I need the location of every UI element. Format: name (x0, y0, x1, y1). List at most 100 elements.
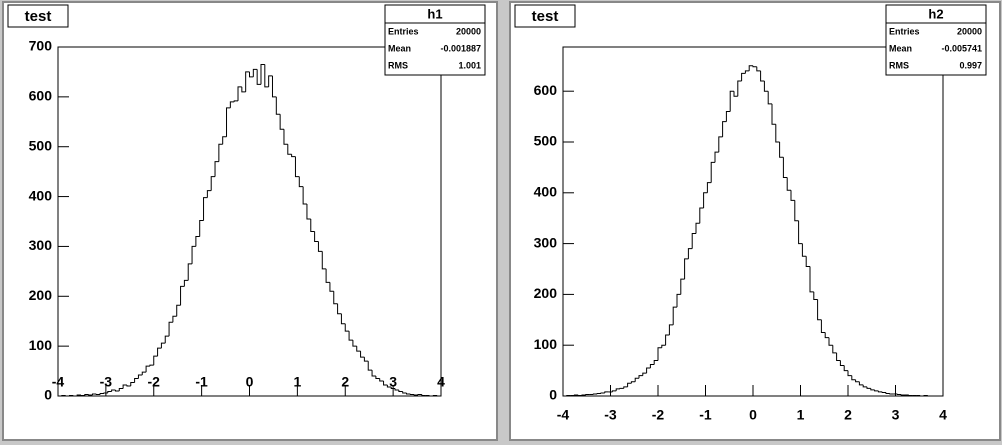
histogram-bin (627, 382, 632, 387)
x-tick-label: -4 (557, 407, 570, 423)
histogram-bin (363, 357, 369, 362)
histogram-bin (176, 304, 181, 317)
histogram-bin (306, 204, 311, 220)
histogram-bin (680, 278, 685, 295)
histogram-bin (203, 197, 208, 221)
x-tick-label: -1 (195, 374, 208, 390)
histogram-bin (168, 321, 173, 337)
histogram-bin (801, 243, 807, 257)
histogram-bin (252, 68, 258, 77)
histogram-bin (329, 282, 334, 292)
x-tick-label: 3 (892, 407, 900, 423)
histogram-bin (832, 345, 837, 354)
histogram-bin (646, 367, 651, 374)
histogram-bin (813, 291, 818, 300)
x-tick-label: 2 (844, 407, 852, 423)
histogram-bin (630, 381, 636, 384)
histogram-bin (592, 393, 598, 395)
histogram-bin (371, 370, 376, 377)
histogram-bin (763, 81, 769, 92)
y-tick-label: 400 (29, 187, 53, 203)
histogram-bin (283, 129, 288, 145)
stats-value: 20000 (957, 26, 982, 36)
stats-label: Mean (889, 43, 912, 53)
histogram-bin (741, 72, 746, 82)
stats-value: 0.997 (959, 60, 982, 70)
pad-title: test (25, 8, 52, 25)
histogram-bin (672, 306, 677, 325)
y-tick-label: 500 (534, 133, 558, 149)
histogram-bin (394, 388, 399, 391)
histogram-bin (245, 71, 250, 92)
histogram-bin (877, 390, 883, 393)
histogram-bin (398, 390, 403, 393)
histogram-bin (839, 360, 845, 367)
histogram-bin (809, 266, 814, 293)
histogram-bin (729, 90, 734, 112)
histogram-bin (577, 394, 582, 396)
histogram-bin (206, 190, 212, 198)
histogram-bin (896, 393, 902, 395)
histogram-bin (379, 378, 384, 382)
histogram-bin (623, 386, 628, 389)
histogram-bin (111, 389, 116, 392)
x-tick-label: 0 (749, 407, 757, 423)
histogram-bin (275, 96, 281, 115)
histogram-bin (325, 268, 330, 283)
histogram-bin (760, 70, 765, 82)
histogram-bin (573, 394, 579, 396)
histogram-bin (615, 388, 620, 391)
histogram-bin (191, 245, 196, 264)
stats-label: RMS (889, 60, 909, 70)
histogram-bin (356, 346, 361, 352)
histogram-bin (824, 332, 829, 339)
histogram-bin (218, 143, 223, 162)
histogram-bin (817, 299, 822, 321)
x-tick-label: -2 (652, 407, 665, 423)
histogram-bin (302, 186, 307, 205)
histogram-bin (786, 177, 791, 191)
histogram-bin (638, 375, 643, 379)
histogram-bin (183, 279, 189, 287)
histogram-bin (855, 379, 860, 383)
histogram-bin (858, 381, 864, 386)
histogram-bin (703, 192, 708, 209)
histogram-bin (691, 232, 696, 249)
histogram-bin (836, 352, 841, 361)
histogram-bin (798, 220, 803, 245)
histogram-bin (927, 395, 932, 397)
histogram-bin (348, 331, 353, 341)
histogram-bin (271, 75, 277, 98)
histogram-bin (676, 293, 681, 308)
histogram-bin (160, 342, 166, 349)
histogram-bin (241, 86, 246, 93)
histogram-bin (782, 157, 788, 179)
y-tick-label: 200 (534, 285, 558, 301)
histogram-bin (710, 161, 715, 183)
histogram-bin (256, 69, 261, 85)
histogram-bin (881, 391, 886, 393)
x-tick-label: 0 (246, 374, 254, 390)
histogram-bin (386, 385, 392, 388)
histogram-bin (771, 103, 776, 125)
stats-value: -0.005741 (941, 43, 982, 53)
histogram-bin (237, 86, 242, 101)
histogram-bin (596, 392, 601, 394)
histogram-bin (851, 375, 856, 381)
histogram-bin (699, 207, 704, 224)
histogram-bin (581, 394, 586, 396)
histogram-bin (260, 63, 265, 85)
x-tick-label: -4 (52, 374, 65, 390)
stats-title: h2 (928, 6, 943, 21)
histogram-bin (310, 219, 315, 232)
stats-label: Mean (388, 43, 411, 53)
y-tick-label: 300 (534, 234, 558, 250)
histogram-bin (141, 371, 147, 376)
histogram-bin (344, 323, 350, 332)
x-tick-label: -1 (699, 407, 712, 423)
histogram-bin (122, 384, 127, 389)
histogram-bin (195, 235, 200, 247)
histogram-bin (199, 220, 204, 237)
x-tick-label: 1 (797, 407, 805, 423)
